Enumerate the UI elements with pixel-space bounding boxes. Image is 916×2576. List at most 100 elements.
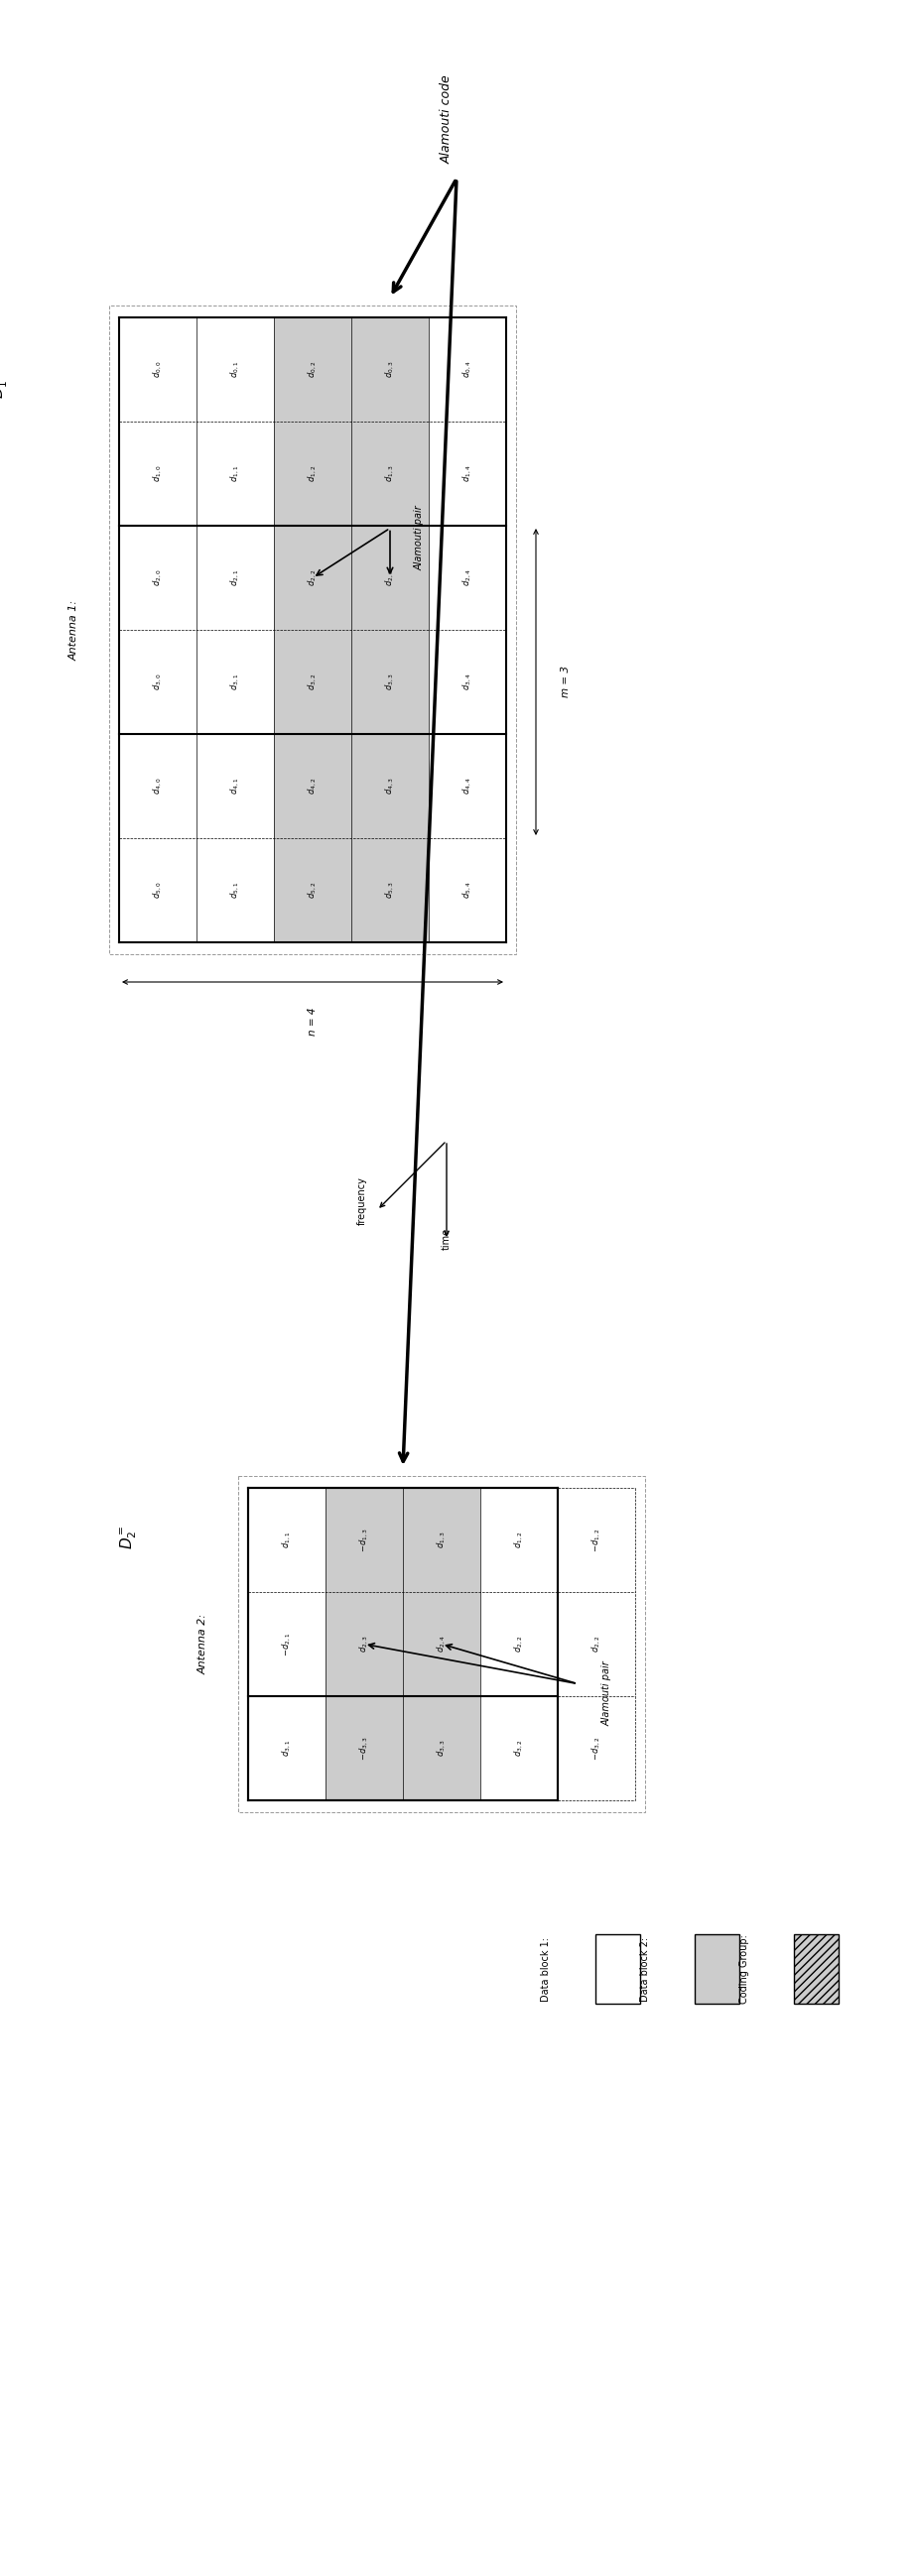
Text: Alamouti code: Alamouti code — [440, 75, 453, 162]
Polygon shape — [119, 837, 197, 943]
Text: $d_{0,1}$: $d_{0,1}$ — [229, 361, 241, 379]
Polygon shape — [197, 837, 274, 943]
Text: $d_{1,4}$: $d_{1,4}$ — [462, 466, 474, 482]
Text: $-d_{3,3}$: $-d_{3,3}$ — [358, 1736, 370, 1759]
Polygon shape — [274, 734, 352, 837]
Text: $d_{3,0}$: $d_{3,0}$ — [152, 672, 164, 690]
Text: $d_{1,2}$: $d_{1,2}$ — [307, 466, 319, 482]
Polygon shape — [248, 1695, 325, 1801]
Text: $D_1^{=}$: $D_1^{=}$ — [0, 374, 10, 399]
Polygon shape — [197, 526, 274, 631]
Text: $d_{2,0}$: $d_{2,0}$ — [152, 569, 164, 587]
Text: $-d_{2,1}$: $-d_{2,1}$ — [280, 1633, 293, 1656]
Text: $d_{2,3}$: $d_{2,3}$ — [384, 569, 396, 587]
Text: $d_{0,3}$: $d_{0,3}$ — [384, 361, 396, 379]
Polygon shape — [429, 734, 507, 837]
Polygon shape — [694, 1935, 739, 2004]
Polygon shape — [429, 317, 507, 422]
Text: $d_{2,2}$: $d_{2,2}$ — [307, 569, 319, 587]
Polygon shape — [325, 1695, 403, 1801]
Text: $d_{4,1}$: $d_{4,1}$ — [229, 778, 241, 793]
Polygon shape — [274, 317, 352, 422]
Text: Data block 2:: Data block 2: — [640, 1937, 650, 2002]
Polygon shape — [197, 734, 274, 837]
Polygon shape — [119, 422, 197, 526]
Text: $d_{1,3}$: $d_{1,3}$ — [435, 1530, 448, 1548]
Polygon shape — [274, 631, 352, 734]
Polygon shape — [325, 1592, 403, 1695]
Polygon shape — [480, 1695, 558, 1801]
Text: n = 4: n = 4 — [308, 1007, 318, 1036]
Polygon shape — [274, 837, 352, 943]
Polygon shape — [595, 1935, 640, 2004]
Polygon shape — [352, 526, 429, 631]
Text: frequency: frequency — [357, 1177, 367, 1226]
Text: $d_{2,3}$: $d_{2,3}$ — [358, 1636, 370, 1654]
Text: $d_{5,2}$: $d_{5,2}$ — [307, 881, 319, 899]
Text: $d_{5,4}$: $d_{5,4}$ — [462, 881, 474, 899]
Text: $d_{3,3}$: $d_{3,3}$ — [384, 672, 396, 690]
Text: $d_{2,4}$: $d_{2,4}$ — [462, 569, 474, 587]
Polygon shape — [119, 631, 197, 734]
Polygon shape — [403, 1489, 480, 1592]
Text: $-d_{3,2}$: $-d_{3,2}$ — [590, 1736, 603, 1759]
Polygon shape — [403, 1592, 480, 1695]
Polygon shape — [558, 1489, 635, 1592]
Text: $d_{3,4}$: $d_{3,4}$ — [462, 672, 474, 690]
Text: $d_{4,0}$: $d_{4,0}$ — [152, 778, 164, 796]
Text: $d_{3,2}$: $d_{3,2}$ — [307, 672, 319, 690]
Text: Data block 1:: Data block 1: — [540, 1937, 551, 2002]
Text: $-d_{1,3}$: $-d_{1,3}$ — [358, 1528, 370, 1551]
Text: time: time — [442, 1229, 452, 1249]
Polygon shape — [119, 317, 197, 422]
Text: $d_{2,1}$: $d_{2,1}$ — [229, 569, 241, 587]
Text: Antenna 1:: Antenna 1: — [70, 600, 80, 659]
Polygon shape — [248, 1592, 325, 1695]
Text: $d_{1,1}$: $d_{1,1}$ — [229, 466, 241, 482]
Polygon shape — [248, 1489, 325, 1592]
Polygon shape — [352, 837, 429, 943]
Text: $d_{5,0}$: $d_{5,0}$ — [152, 881, 164, 899]
Polygon shape — [352, 734, 429, 837]
Text: $d_{4,3}$: $d_{4,3}$ — [384, 778, 396, 796]
Text: $d_{0,0}$: $d_{0,0}$ — [152, 361, 164, 379]
Text: $d_{4,4}$: $d_{4,4}$ — [462, 778, 474, 796]
Polygon shape — [794, 1935, 838, 2004]
Text: $d_{1,3}$: $d_{1,3}$ — [384, 466, 396, 482]
Text: $-d_{1,2}$: $-d_{1,2}$ — [590, 1528, 603, 1551]
Polygon shape — [429, 631, 507, 734]
Text: $d_{0,2}$: $d_{0,2}$ — [307, 361, 319, 379]
Polygon shape — [480, 1489, 558, 1592]
Text: $d_{2,2}$: $d_{2,2}$ — [513, 1636, 525, 1654]
Polygon shape — [558, 1695, 635, 1801]
Text: $d_{2,4}$: $d_{2,4}$ — [435, 1636, 448, 1654]
Polygon shape — [274, 422, 352, 526]
Text: $d_{5,1}$: $d_{5,1}$ — [229, 881, 241, 899]
Text: $d_{3,1}$: $d_{3,1}$ — [229, 672, 241, 690]
Text: $d_{5,3}$: $d_{5,3}$ — [384, 881, 396, 899]
Text: Coding Group:: Coding Group: — [739, 1935, 749, 2004]
Polygon shape — [325, 1489, 403, 1592]
Polygon shape — [429, 837, 507, 943]
Text: $d_{3,2}$: $d_{3,2}$ — [513, 1739, 525, 1757]
Polygon shape — [119, 526, 197, 631]
Polygon shape — [197, 317, 274, 422]
Text: Alamouti pair: Alamouti pair — [603, 1662, 612, 1726]
Text: Antenna 2:: Antenna 2: — [199, 1613, 209, 1674]
Polygon shape — [197, 631, 274, 734]
Polygon shape — [558, 1592, 635, 1695]
Text: $d_{1,2}$: $d_{1,2}$ — [513, 1530, 525, 1548]
Text: $d_{3,1}$: $d_{3,1}$ — [280, 1739, 293, 1757]
Text: $D_2^{=}$: $D_2^{=}$ — [119, 1525, 139, 1551]
Text: $d_{2,2}$: $d_{2,2}$ — [590, 1636, 603, 1654]
Text: m = 3: m = 3 — [561, 667, 571, 698]
Polygon shape — [352, 317, 429, 422]
Polygon shape — [429, 526, 507, 631]
Polygon shape — [352, 422, 429, 526]
Text: $d_{1,1}$: $d_{1,1}$ — [280, 1530, 293, 1548]
Polygon shape — [352, 631, 429, 734]
Polygon shape — [119, 734, 197, 837]
Text: Alamouti pair: Alamouti pair — [415, 505, 425, 572]
Text: $d_{4,2}$: $d_{4,2}$ — [307, 778, 319, 793]
Polygon shape — [429, 422, 507, 526]
